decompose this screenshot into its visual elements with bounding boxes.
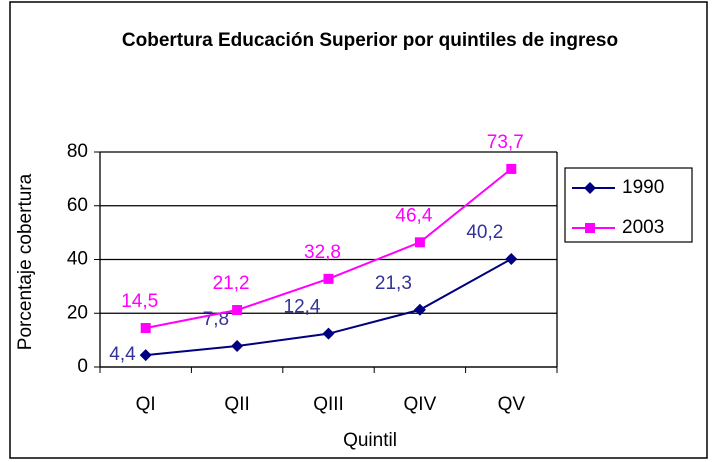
data-label: 32,8	[304, 242, 341, 263]
x-tick-label: QV	[498, 394, 526, 415]
y-tick-label: 40	[67, 249, 88, 270]
x-tick-label: QII	[224, 394, 249, 415]
data-point	[414, 237, 425, 248]
data-label: 7,8	[203, 309, 229, 330]
x-tick-label: QIV	[404, 394, 437, 415]
y-tick-label: 60	[67, 195, 88, 216]
data-point	[322, 327, 335, 340]
x-tick-label: QIII	[313, 394, 344, 415]
data-point	[232, 305, 243, 316]
y-axis-label: Porcentaje cobertura	[15, 173, 36, 350]
data-label: 73,7	[487, 132, 524, 153]
y-tick-label: 20	[67, 302, 88, 323]
data-label: 40,2	[466, 222, 503, 243]
data-label: 21,3	[375, 273, 412, 294]
data-label: 4,4	[109, 344, 136, 365]
data-label: 21,2	[213, 273, 250, 294]
data-point	[506, 163, 517, 174]
data-label: 46,4	[395, 205, 432, 226]
legend-label: 2003	[622, 217, 664, 238]
legend-label: 1990	[622, 177, 664, 198]
chart-title: Cobertura Educación Superior por quintil…	[121, 30, 619, 51]
data-point	[231, 340, 244, 353]
data-point	[505, 252, 518, 265]
data-point	[140, 323, 151, 334]
legend-marker	[584, 182, 596, 194]
x-axis-label: Quintil	[343, 430, 397, 451]
data-point	[139, 349, 152, 362]
legend-marker	[585, 223, 595, 233]
data-label: 12,4	[284, 297, 321, 318]
y-tick-label: 0	[77, 356, 88, 377]
data-point	[323, 273, 334, 284]
data-point	[413, 303, 426, 316]
x-tick-label: QI	[136, 394, 156, 415]
data-label: 14,5	[121, 291, 158, 312]
y-tick-label: 80	[67, 141, 88, 162]
